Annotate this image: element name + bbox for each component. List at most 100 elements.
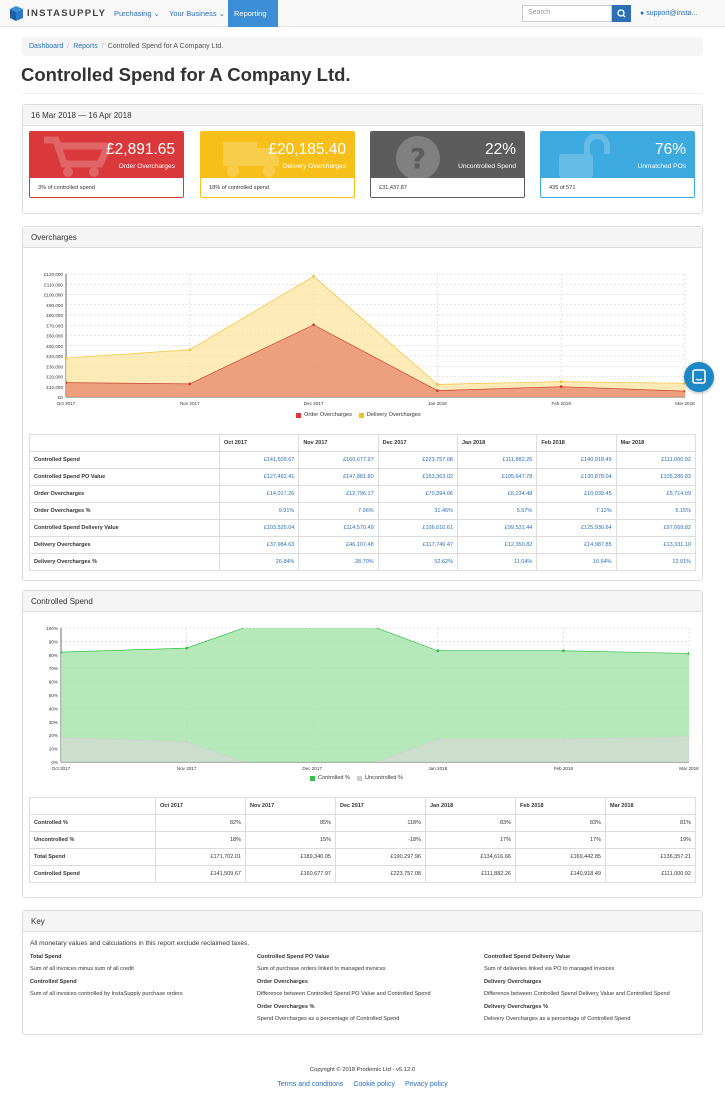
- order-overcharges-card[interactable]: £2,891.65 Order Overcharges 3% of contro…: [29, 131, 184, 198]
- table-cell[interactable]: £114,570.49: [298, 519, 379, 537]
- table-cell[interactable]: £105,286.83: [615, 468, 697, 486]
- privacy-link[interactable]: Privacy policy: [404, 1081, 448, 1088]
- table-cell: £136,357.21: [605, 848, 696, 866]
- uncontrolled-spend-card[interactable]: ? 22% Uncontrolled Spend £31,437.87: [370, 131, 525, 198]
- breadcrumb-dashboard[interactable]: Dashboard: [29, 43, 64, 50]
- data-point[interactable]: [436, 737, 440, 741]
- table-cell[interactable]: £103,525.04: [218, 519, 300, 537]
- table-cell[interactable]: £153,363.02: [377, 468, 458, 486]
- table-cell[interactable]: £105,647.78: [456, 468, 538, 486]
- table-cell[interactable]: £147,881.80: [298, 468, 379, 486]
- table-cell[interactable]: £6,234.48: [456, 485, 538, 503]
- table-cell[interactable]: £97,669.82: [615, 519, 697, 537]
- overcharges-chart: £0 £10,000 £20,000 £30,000 £40,000 £50,000 £60…: [44, 272, 695, 406]
- unmatched-pos-card[interactable]: 76% Unmatched POs 435 of 571: [540, 131, 695, 198]
- data-point[interactable]: [562, 737, 565, 741]
- nav-your-business[interactable]: Your Business ⌄: [163, 0, 231, 27]
- brand-name: INSTASUPPLY: [27, 8, 107, 19]
- data-point[interactable]: [687, 652, 691, 655]
- breadcrumb-reports[interactable]: Reports: [73, 43, 98, 50]
- data-point[interactable]: [65, 356, 68, 360]
- table-cell[interactable]: £13,331.10: [615, 536, 697, 554]
- table-cell[interactable]: £141,509.67: [218, 451, 300, 469]
- table-cell[interactable]: £223,757.08: [377, 451, 458, 469]
- table-cell[interactable]: 28.70%: [298, 553, 379, 571]
- data-point[interactable]: [60, 736, 63, 740]
- unlock-icon: [559, 134, 610, 178]
- delivery-overcharges-card[interactable]: £20,185.40 Delivery Overcharges 18% of c…: [200, 131, 355, 198]
- user-menu[interactable]: ● support@insta...: [640, 0, 697, 27]
- data-point[interactable]: [562, 649, 565, 653]
- table-cell[interactable]: £70,394.06: [377, 485, 458, 503]
- table-cell[interactable]: £12,350.82: [456, 536, 538, 554]
- data-point[interactable]: [188, 382, 192, 386]
- legend-label: Controlled %: [318, 775, 351, 781]
- table-cell[interactable]: 11.04%: [456, 553, 538, 571]
- data-point[interactable]: [436, 389, 439, 393]
- table-cell[interactable]: 7.12%: [536, 502, 617, 520]
- table-cell[interactable]: £125,930.64: [536, 519, 617, 537]
- table-cell[interactable]: 52.62%: [377, 553, 458, 571]
- data-point[interactable]: [60, 650, 63, 654]
- data-point[interactable]: [559, 385, 563, 389]
- table-cell[interactable]: £127,492.41: [218, 468, 300, 486]
- table-cell[interactable]: 5.15%: [615, 502, 697, 520]
- data-point[interactable]: [312, 274, 315, 278]
- table-cell[interactable]: £117,746.47: [377, 536, 458, 554]
- nav-reporting[interactable]: Reporting ⌄: [228, 0, 278, 45]
- search-placeholder: Search: [528, 9, 551, 16]
- data-point[interactable]: [188, 348, 192, 352]
- table-cell[interactable]: £111,000.92: [615, 451, 697, 469]
- data-point[interactable]: [687, 735, 691, 738]
- table-cell[interactable]: £130,878.04: [536, 468, 617, 486]
- data-point[interactable]: [436, 649, 440, 653]
- legend-order-overcharges[interactable]: Order Overcharges: [296, 412, 352, 418]
- table-cell[interactable]: £160,677.97: [298, 451, 379, 469]
- nav-purchasing[interactable]: Purchasing ⌄: [108, 0, 166, 27]
- data-point[interactable]: [559, 380, 563, 384]
- table-cell[interactable]: £106,010.61: [377, 519, 458, 537]
- table-cell[interactable]: £99,531.44: [456, 519, 538, 537]
- table-cell[interactable]: 26.84%: [218, 553, 300, 571]
- table-cell[interactable]: 10.64%: [536, 553, 617, 571]
- table-cell[interactable]: 5.57%: [456, 502, 538, 520]
- row-label: Uncontrolled %: [29, 831, 156, 849]
- search-button[interactable]: [612, 5, 631, 22]
- data-point[interactable]: [436, 382, 439, 386]
- table-cell[interactable]: £12,796.17: [298, 485, 379, 503]
- unmatched-pos-label: Unmatched POs: [637, 163, 686, 170]
- legend-controlled[interactable]: Controlled %: [310, 775, 350, 781]
- table-cell[interactable]: 9.91%: [218, 502, 300, 520]
- cookie-link[interactable]: Cookie policy: [353, 1081, 395, 1088]
- table-cell[interactable]: 31.46%: [377, 502, 458, 520]
- legend-delivery-overcharges[interactable]: Delivery Overcharges: [358, 412, 421, 418]
- legend-uncontrolled[interactable]: Uncontrolled %: [357, 775, 403, 781]
- search-input[interactable]: Search: [522, 5, 612, 22]
- table-cell[interactable]: £14,987.85: [536, 536, 617, 554]
- chat-button[interactable]: [684, 362, 714, 392]
- data-point[interactable]: [65, 381, 68, 385]
- table-cell[interactable]: £5,714.09: [615, 485, 697, 503]
- table-cell[interactable]: 7.96%: [298, 502, 379, 520]
- table-cell[interactable]: £46,107.48: [298, 536, 379, 554]
- row-label: Controlled Spend PO Value: [29, 468, 220, 486]
- data-point[interactable]: [312, 323, 315, 327]
- table-cell[interactable]: 12.01%: [615, 553, 697, 571]
- table-cell[interactable]: £37,984.63: [218, 536, 300, 554]
- row-label: Order Overcharges: [29, 485, 220, 503]
- data-point[interactable]: [683, 389, 687, 393]
- delivery-overcharges-value: £20,185.40: [268, 141, 346, 158]
- data-point[interactable]: [185, 740, 189, 744]
- brand-logo[interactable]: INSTASUPPLY: [10, 6, 106, 21]
- data-point[interactable]: [185, 646, 189, 650]
- table-cell[interactable]: £111,882.26: [456, 451, 538, 469]
- card-top: ? 22% Uncontrolled Spend: [371, 132, 524, 178]
- line-delivery-overcharges: [66, 275, 685, 385]
- col-header: Jan 2018: [425, 797, 516, 815]
- table-cell[interactable]: £140,918.49: [536, 451, 617, 469]
- terms-link[interactable]: Terms and conditions: [277, 1081, 344, 1088]
- table-cell[interactable]: £14,017.26: [218, 485, 300, 503]
- question-icon: ?: [396, 136, 440, 178]
- table-cell[interactable]: £10,039.45: [536, 485, 617, 503]
- col-header: Nov 2017: [298, 434, 379, 452]
